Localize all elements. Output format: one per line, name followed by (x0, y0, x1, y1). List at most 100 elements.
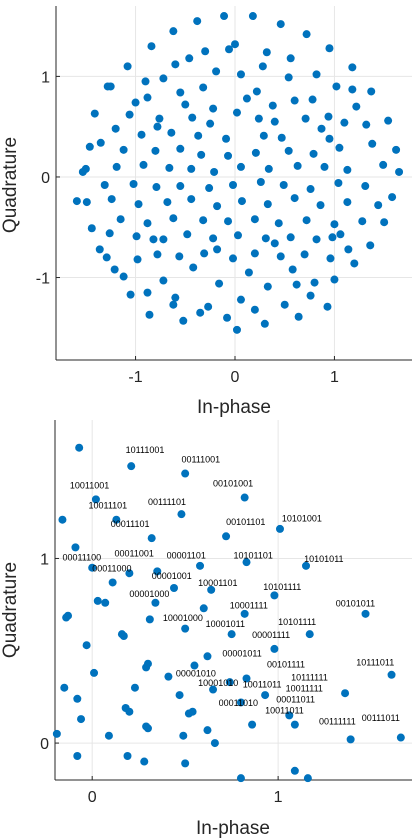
data-point-161 (131, 98, 140, 107)
data-point-63 (306, 185, 315, 194)
point-annotation-14: 00011000 (92, 563, 131, 573)
data-point-52 (320, 162, 329, 171)
data-point-6 (58, 515, 67, 524)
data-point-142 (350, 259, 359, 268)
data-point-75 (316, 201, 325, 210)
chart1-points (72, 12, 404, 334)
data-point-0 (75, 443, 84, 452)
data-point-31 (362, 120, 371, 129)
chart2-annotations: 10111001 00111001 10011001 00101001 00111101… (62, 445, 399, 726)
data-point-31 (181, 624, 190, 633)
data-point-61 (256, 177, 265, 186)
data-point-18 (206, 119, 215, 128)
point-annotation-28: 10001010 (198, 678, 238, 688)
constellation-chart-zoomed: 0 1 0 1 10111001 00111001 10011001 00101001 001… (0, 420, 412, 839)
data-point-47 (187, 164, 196, 173)
data-point-36 (197, 150, 206, 159)
data-point-77 (236, 774, 245, 783)
data-point-58 (184, 709, 193, 718)
data-point-16 (242, 558, 251, 567)
data-point-13 (125, 569, 134, 578)
data-point-41 (335, 143, 344, 152)
data-point-14 (268, 101, 277, 110)
data-point-49 (209, 685, 218, 694)
data-point-160 (332, 82, 341, 91)
data-point-42 (90, 668, 99, 677)
data-point-12 (88, 563, 97, 572)
point-annotation-8: 10101001 (282, 514, 322, 524)
data-point-167 (153, 122, 162, 131)
point-annotation-36: 00111111 (319, 717, 356, 727)
data-point-87 (358, 217, 367, 226)
data-point-45 (387, 670, 396, 679)
chart1-axes (55, 6, 412, 361)
data-point-68 (134, 200, 143, 209)
data-point-77 (374, 201, 383, 210)
data-point-38 (251, 148, 260, 157)
point-annotation-12: 10101101 (234, 550, 273, 560)
data-point-63 (248, 720, 257, 729)
data-point-18 (108, 578, 117, 587)
data-point-166 (111, 124, 120, 133)
data-point-41 (190, 661, 199, 670)
data-point-107 (215, 279, 224, 288)
data-point-139 (388, 193, 397, 202)
data-point-42 (368, 139, 377, 148)
data-point-37 (270, 644, 279, 653)
data-point-133 (325, 44, 334, 53)
data-point-3 (212, 67, 221, 76)
data-point-51 (293, 161, 302, 170)
data-point-75 (181, 759, 190, 768)
data-point-118 (72, 197, 81, 206)
point-annotation-17: 10101111 (263, 582, 301, 592)
data-point-29 (277, 133, 286, 142)
data-point-117 (78, 167, 87, 176)
data-point-102 (276, 252, 285, 261)
data-point-1 (127, 462, 136, 471)
data-point-70 (346, 735, 355, 744)
data-point-8 (222, 532, 231, 541)
data-point-162 (181, 100, 190, 109)
data-point-104 (326, 254, 335, 263)
data-point-155 (201, 47, 210, 56)
data-point-170 (325, 134, 334, 143)
data-point-174 (288, 265, 297, 274)
point-annotation-4: 00111101 (148, 497, 186, 507)
point-annotation-24: 10101111 (278, 617, 316, 627)
data-point-177 (149, 235, 158, 244)
data-point-122 (85, 142, 94, 151)
point-annotation-27: 00001010 (176, 669, 216, 679)
point-annotation-37: 00111011 (362, 713, 400, 723)
data-point-123 (90, 109, 99, 118)
x-tick-label-0: 0 (88, 789, 97, 806)
data-point-79 (143, 219, 152, 228)
point-annotation-9: 00011100 (62, 552, 101, 562)
data-point-182 (236, 295, 245, 304)
data-point-124 (103, 82, 112, 91)
data-point-134 (348, 63, 357, 72)
data-point-71 (213, 202, 222, 211)
data-point-153 (141, 77, 150, 86)
chart2-grid (55, 420, 412, 780)
data-point-60 (229, 181, 238, 190)
data-point-173 (244, 268, 253, 277)
data-point-65 (290, 720, 299, 729)
data-point-112 (204, 302, 213, 311)
data-point-110 (145, 310, 154, 319)
data-point-3 (240, 493, 249, 502)
data-point-176 (105, 229, 114, 238)
data-point-59 (205, 184, 214, 193)
data-point-106 (159, 276, 168, 285)
data-point-103 (300, 250, 309, 259)
data-point-74 (290, 194, 299, 203)
data-point-136 (384, 116, 393, 125)
data-point-64 (334, 179, 343, 187)
data-point-82 (224, 217, 233, 226)
data-point-14 (153, 567, 162, 576)
data-point-169 (270, 117, 279, 126)
point-annotation-16: 10001101 (198, 578, 237, 588)
data-point-16 (155, 114, 164, 123)
point-annotation-30: 10011011 (243, 680, 282, 690)
data-point-22 (93, 596, 102, 605)
data-point-130 (248, 12, 257, 21)
